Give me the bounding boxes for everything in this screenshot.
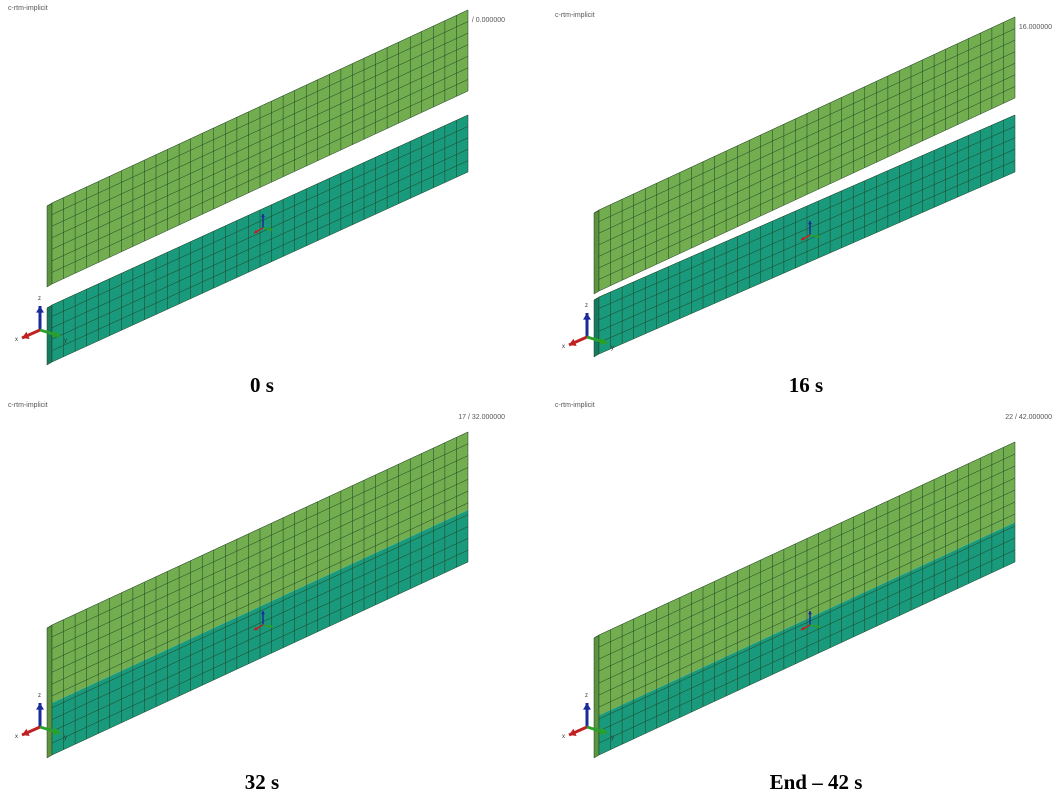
triad-label: x: [562, 344, 565, 350]
triad-head: [583, 703, 591, 710]
slab-side: [594, 635, 599, 758]
triad-label: x: [15, 337, 18, 343]
panel: c-rtm-implicit / 0.000000 z x y 0 s: [8, 5, 505, 397]
slab-side: [47, 203, 52, 287]
triad-head: [36, 306, 44, 313]
time-step: 17 / 32.000000: [458, 414, 505, 421]
mesh-line: [599, 40, 1015, 233]
triad-label: z: [585, 303, 588, 309]
time-step: 22 / 42.000000: [1005, 414, 1052, 421]
panel: c-rtm-implicit 17 / 32.000000 z x y 32 s: [8, 402, 505, 794]
slab-side: [47, 305, 52, 365]
triad-label: z: [38, 296, 41, 302]
triad-label: y: [611, 345, 614, 351]
triad-label: y: [611, 735, 614, 741]
time-step: 16.000000: [1019, 24, 1052, 31]
triad-label: z: [38, 693, 41, 699]
solver-name: c-rtm-implicit: [555, 402, 595, 409]
slab-side: [594, 297, 599, 357]
solver-name: c-rtm-implicit: [8, 402, 48, 409]
triad-head: [583, 313, 591, 320]
mesh-line: [599, 502, 1015, 695]
figure: c-rtm-implicit/ 0.000000zxy0 sc-rtm-impl…: [0, 0, 1056, 796]
solver-name: c-rtm-implicit: [8, 5, 48, 12]
panel: c-rtm-implicit 16.000000 z x y 16 s: [555, 12, 1052, 397]
triad-label: y: [64, 338, 67, 344]
caption: 0 s: [250, 373, 274, 397]
triad-label: z: [585, 693, 588, 699]
mesh-line: [52, 45, 468, 238]
triad-label: y: [64, 735, 67, 741]
triad-label: x: [562, 734, 565, 740]
triad-label: x: [15, 734, 18, 740]
caption: 32 s: [245, 770, 279, 794]
panel: c-rtm-implicit 22 / 42.000000 z x y End – 42 …: [555, 402, 1052, 794]
slab-side: [594, 210, 599, 294]
caption: End – 42 s: [770, 770, 863, 794]
solver-name: c-rtm-implicit: [555, 12, 595, 19]
caption: 16 s: [789, 373, 823, 397]
time-step: / 0.000000: [472, 17, 505, 24]
slab-side: [47, 625, 52, 758]
triad-head: [36, 703, 44, 710]
